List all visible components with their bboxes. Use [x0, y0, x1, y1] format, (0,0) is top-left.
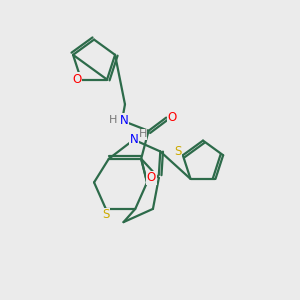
Text: S: S: [174, 145, 181, 158]
Text: O: O: [72, 73, 81, 86]
Text: H: H: [108, 115, 117, 125]
Text: H: H: [139, 129, 147, 140]
Text: N: N: [120, 114, 129, 127]
Text: O: O: [147, 172, 156, 184]
Text: O: O: [167, 111, 177, 124]
Text: N: N: [129, 133, 138, 146]
Text: S: S: [102, 208, 110, 221]
